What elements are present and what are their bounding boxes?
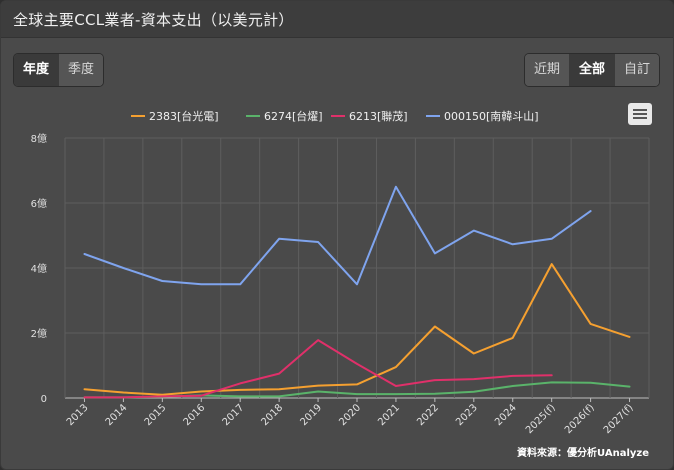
x-tick-label: 2015 (143, 402, 169, 428)
x-tick-label: 2024 (493, 402, 519, 428)
annual-button[interactable]: 年度 (14, 54, 60, 86)
chart-title: 全球主要CCL業者-資本支出（以美元計） (13, 11, 294, 29)
x-tick-label: 2013 (65, 402, 91, 428)
quarterly-button[interactable]: 季度 (59, 54, 104, 86)
x-tick-label: 2023 (454, 402, 480, 428)
series-line (83, 185, 592, 286)
y-tick-label: 6億 (31, 197, 47, 210)
x-tick-label: 2020 (337, 402, 363, 428)
period-toggle: 年度 季度 (13, 53, 105, 87)
x-tick-label: 2021 (376, 402, 402, 428)
custom-button[interactable]: 自訂 (614, 54, 659, 86)
x-tick-label: 2025(f) (524, 402, 558, 436)
title-bar: 全球主要CCL業者-資本支出（以美元計） (1, 1, 673, 38)
x-tick-label: 2014 (104, 402, 130, 428)
y-tick-label: 2億 (31, 327, 47, 340)
x-tick-label: 2019 (298, 402, 324, 428)
source-note: 資料來源：優分析UAnalyze (517, 448, 649, 459)
legend-label: 6213[聯茂] (349, 109, 408, 123)
hamburger-menu-icon[interactable] (628, 103, 652, 125)
x-tick-label: 2026(f) (563, 402, 597, 436)
series-line (83, 263, 631, 396)
x-tick-label: 2017 (221, 402, 247, 428)
y-tick-label: 8億 (31, 132, 47, 145)
series-line (83, 339, 553, 399)
y-tick-label: 4億 (31, 262, 47, 275)
legend-label: 2383[台光電] (149, 109, 219, 123)
legend-label: 6274[台燿] (264, 109, 323, 123)
x-tick-label: 2022 (415, 402, 441, 428)
x-tick-label: 2018 (259, 402, 285, 428)
recent-button[interactable]: 近期 (524, 54, 570, 86)
legend-label: 000150[南韓斗山] (444, 110, 539, 123)
x-tick-label: 2027(f) (602, 402, 636, 436)
y-tick-label: 0 (41, 394, 47, 405)
range-toggle: 近期 全部 自訂 (523, 53, 660, 87)
x-tick-label: 2016 (182, 402, 208, 428)
all-button[interactable]: 全部 (569, 54, 615, 86)
